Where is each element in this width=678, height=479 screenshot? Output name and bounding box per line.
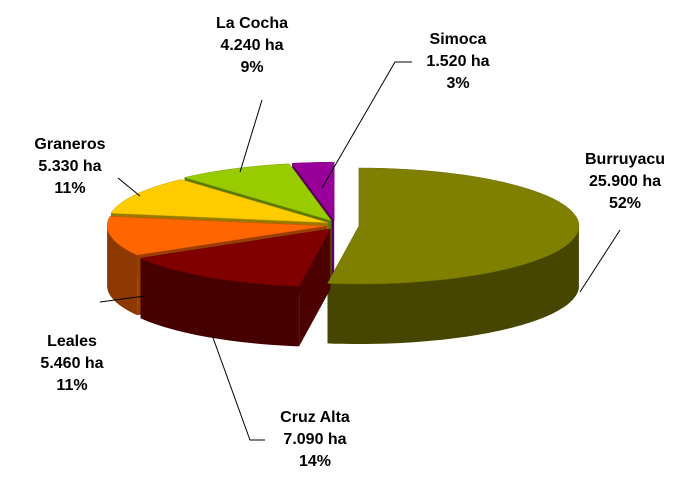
- value-label: 7.090 ha: [283, 431, 346, 448]
- value-label: 1.520 ha: [426, 53, 489, 70]
- slice-label: Leales: [47, 333, 97, 350]
- slice-label: Graneros: [34, 136, 105, 153]
- percent-label: 11%: [56, 377, 87, 394]
- slice-wall: [107, 225, 138, 316]
- percent-label: 14%: [299, 453, 331, 470]
- pie: [106, 161, 580, 347]
- value-label: 5.330 ha: [38, 158, 101, 175]
- slice-label: Simoca: [430, 31, 487, 48]
- percent-label: 3%: [446, 75, 469, 92]
- slice: [110, 179, 329, 223]
- percent-label: 11%: [54, 180, 85, 197]
- value-label: 25.900 ha: [589, 173, 661, 190]
- leader-line: [99, 295, 146, 303]
- leader-line: [321, 61, 412, 189]
- slice: [106, 216, 328, 256]
- slice: [327, 167, 580, 285]
- slice-label: Burruyacu: [585, 151, 665, 168]
- percent-label: 9%: [240, 59, 263, 76]
- percent-label: 52%: [609, 195, 641, 212]
- leader-line: [117, 177, 141, 197]
- labels: Burruyacu 25.900 ha 52% Cruz Alta 7.090 ha 14…: [34, 15, 665, 470]
- value-label: 4.240 ha: [220, 37, 283, 54]
- leader-line: [211, 334, 265, 441]
- slice: [184, 163, 333, 222]
- leader-line: [239, 99, 263, 173]
- slice-wall: [140, 258, 300, 347]
- value-label: 5.460 ha: [40, 355, 103, 372]
- leader-line: [579, 229, 621, 293]
- slice: [291, 161, 335, 221]
- slice-label: Cruz Alta: [280, 409, 350, 426]
- slice: [139, 228, 331, 287]
- slice-wall: [327, 226, 579, 344]
- slice-label: La Cocha: [216, 15, 288, 32]
